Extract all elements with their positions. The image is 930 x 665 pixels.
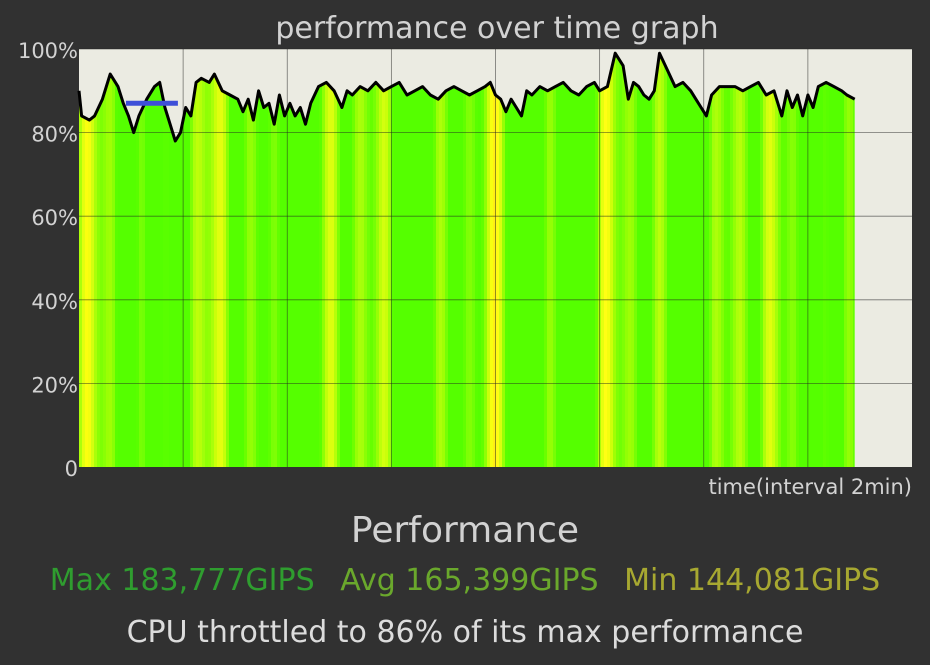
stats-row: Max 183,777GIPS Avg 165,399GIPS Min 144,… [0,563,930,598]
min-stat: Min 144,081GIPS [624,563,881,598]
performance-chart: 0 20% 40% 60% 80% 100% performance over time … [18,11,912,499]
y-tick-label: 80% [31,123,78,147]
avg-stat: Avg 165,399GIPS [340,563,599,598]
y-tick-label: 60% [31,206,78,230]
x-axis-label: time(interval 2min) [708,475,912,499]
chart-fill-area [79,53,855,467]
performance-line [77,51,856,143]
max-stat: Max 183,777GIPS [49,563,315,598]
chart-title: performance over time graph [275,11,718,46]
y-tick-label: 100% [18,39,78,63]
y-tick-label: 20% [31,373,78,397]
y-tick-label: 40% [31,290,78,314]
y-tick-label: 0 [65,457,78,481]
performance-heading: Performance [350,510,580,551]
throttle-summary: CPU throttled to 86% of its max performa… [126,615,804,650]
